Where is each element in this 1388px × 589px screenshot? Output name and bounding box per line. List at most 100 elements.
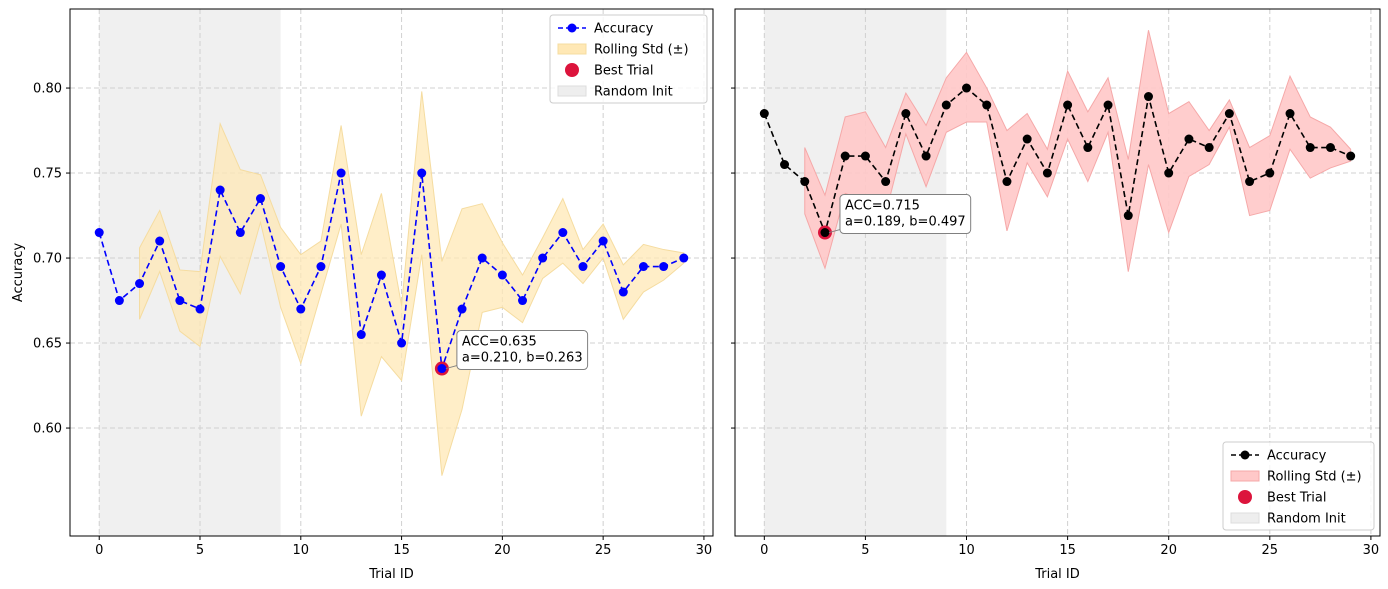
accuracy-point	[316, 262, 326, 272]
legend-rolling-std-label: Rolling Std (±)	[1267, 470, 1362, 485]
annotation-box	[839, 194, 972, 235]
legend-best-trial-label: Best Trial	[1267, 491, 1326, 506]
y-axis-ticks: 0.60 0.65 0.70 0.75 0.80	[33, 82, 70, 437]
accuracy-point	[336, 168, 346, 178]
accuracy-point	[578, 262, 588, 272]
y-tick-label: 0.80	[33, 82, 62, 97]
accuracy-point	[457, 304, 467, 314]
x-axis-label: Trial ID	[368, 567, 414, 582]
x-tick-label: 15	[393, 543, 410, 558]
accuracy-point	[1305, 143, 1315, 153]
accuracy-point	[1265, 168, 1275, 178]
legend-rolling-std-swatch	[1230, 470, 1260, 482]
legend-accuracy-label: Accuracy	[1267, 449, 1327, 464]
y-axis-ticks	[731, 87, 735, 429]
accuracy-point	[558, 228, 568, 238]
y-axis-label: Accuracy	[11, 243, 26, 303]
accuracy-point	[296, 304, 306, 314]
accuracy-point	[679, 253, 689, 263]
x-tick-label: 30	[1363, 543, 1380, 558]
legend: Accuracy Rolling Std (±) Best Trial Rand…	[1222, 441, 1375, 531]
legend-random-init-swatch	[557, 85, 587, 97]
accuracy-point	[477, 253, 487, 263]
x-tick-label: 5	[196, 543, 204, 558]
x-tick-label: 10	[958, 543, 975, 558]
accuracy-point	[538, 253, 548, 263]
accuracy-point	[114, 296, 124, 306]
x-axis-label: Trial ID	[1034, 567, 1080, 582]
x-tick-label: 25	[595, 543, 612, 558]
accuracy-point	[1103, 100, 1113, 110]
accuracy-point	[921, 151, 931, 161]
legend-box	[549, 14, 708, 104]
legend: Accuracy Rolling Std (±) Best Trial Rand…	[549, 14, 708, 104]
accuracy-point	[417, 168, 427, 178]
x-tick-label: 25	[1262, 543, 1279, 558]
y-tick-label: 0.60	[33, 422, 62, 437]
accuracy-point	[1325, 143, 1335, 153]
best-trial-annotation: ACC=0.715 a=0.189, b=0.497	[828, 194, 972, 235]
accuracy-point	[1346, 151, 1356, 161]
accuracy-point	[155, 236, 165, 246]
x-axis-ticks: 0 5 10 15 20 25 30	[95, 536, 712, 558]
annotation-arrow	[828, 229, 841, 234]
legend-random-init-label: Random Init	[1267, 512, 1346, 527]
accuracy-point	[1083, 143, 1093, 153]
random-init-region	[764, 9, 947, 536]
accuracy-point	[276, 262, 286, 272]
accuracy-point	[962, 83, 972, 93]
accuracy-point	[356, 330, 366, 340]
accuracy-point	[397, 338, 407, 348]
x-tick-label: 10	[293, 543, 310, 558]
legend-accuracy-marker	[1240, 450, 1250, 460]
accuracy-point	[1204, 143, 1214, 153]
random-init-span	[764, 9, 947, 536]
accuracy-point	[1143, 92, 1153, 102]
legend-rolling-std-label: Rolling Std (±)	[594, 43, 689, 58]
best-trial-accuracy-point	[820, 228, 830, 238]
accuracy-point	[800, 177, 810, 187]
accuracy-point	[638, 262, 648, 272]
accuracy-point	[659, 262, 669, 272]
accuracy-point	[759, 109, 769, 119]
annotation-arrow	[445, 365, 458, 370]
accuracy-point	[497, 270, 507, 280]
axes-frame	[734, 8, 1381, 537]
accuracy-point	[1002, 177, 1012, 187]
legend-best-trial-marker	[565, 63, 579, 77]
best-trial-accuracy-point	[437, 364, 447, 374]
x-tick-label: 0	[95, 543, 103, 558]
x-tick-label: 5	[861, 543, 869, 558]
accuracy-point	[780, 160, 790, 170]
grid-lines	[735, 9, 1380, 536]
accuracy-point	[982, 100, 992, 110]
accuracy-point	[135, 279, 145, 289]
legend-best-trial-marker	[1238, 490, 1252, 504]
accuracy-point	[598, 236, 608, 246]
accuracy-point	[941, 100, 951, 110]
best-trial-marker	[434, 361, 449, 376]
accuracy-point	[1022, 134, 1032, 144]
accuracy-point	[1285, 109, 1295, 119]
x-tick-label: 30	[696, 543, 713, 558]
rolling-std-area	[139, 91, 685, 476]
accuracy-point	[195, 304, 205, 314]
legend-random-init-swatch	[1230, 512, 1260, 524]
accuracy-point	[881, 177, 891, 187]
accuracy-point	[175, 296, 185, 306]
accuracy-point	[255, 194, 265, 204]
accuracy-point	[235, 228, 245, 238]
accuracy-point	[376, 270, 386, 280]
rolling-std-band	[139, 91, 685, 476]
accuracy-series	[759, 83, 1356, 238]
accuracy-point	[1042, 168, 1052, 178]
accuracy-point	[1245, 177, 1255, 187]
annotation-box	[456, 330, 589, 371]
legend-best-trial-label: Best Trial	[594, 64, 653, 79]
accuracy-series	[94, 168, 689, 374]
legend-rolling-std-swatch	[557, 43, 587, 55]
right-chart-panel: ACC=0.715 a=0.189, b=0.497 0 5 10 15 20 25 30 …	[731, 8, 1381, 582]
accuracy-point	[1063, 100, 1073, 110]
annotation-acc-text: ACC=0.635	[462, 335, 537, 350]
accuracy-point	[94, 228, 104, 238]
